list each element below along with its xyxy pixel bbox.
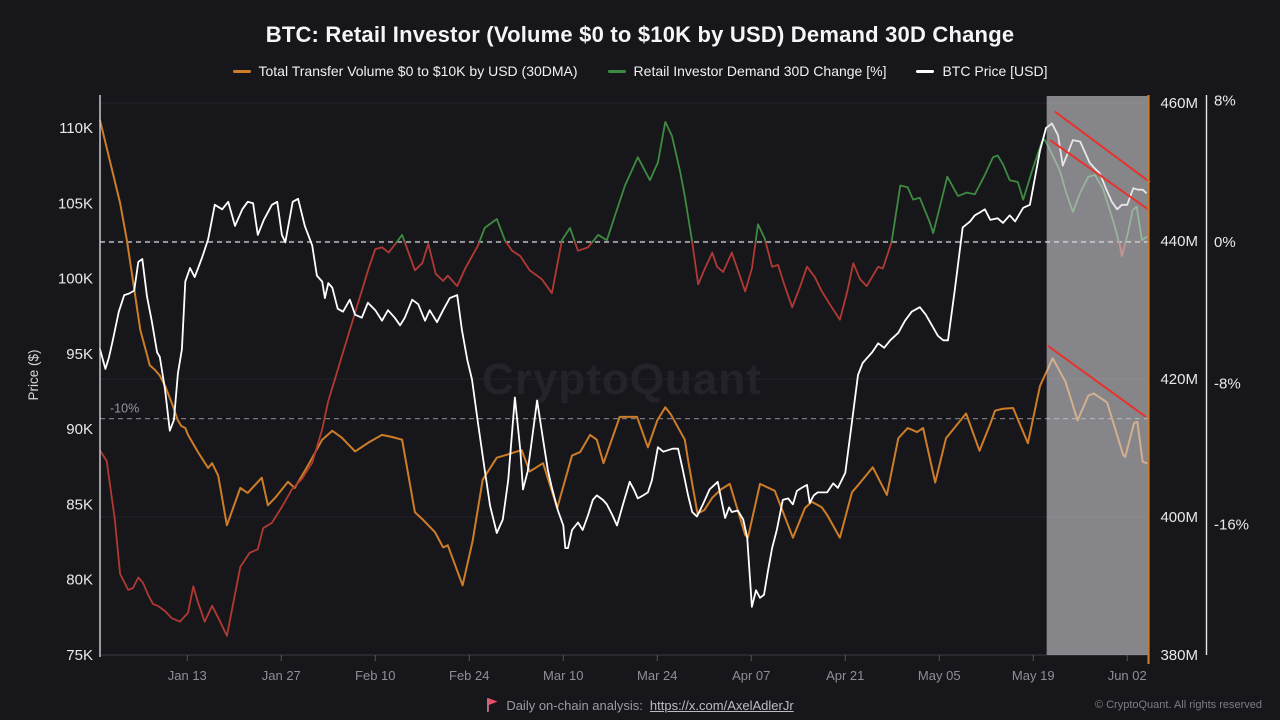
x-tick-label: Feb 10 bbox=[355, 668, 395, 683]
demand-30d-change-line bbox=[478, 218, 508, 243]
price-tick-label: 75K bbox=[66, 647, 93, 664]
percent-tick-label: 0% bbox=[1214, 234, 1236, 251]
copyright-text: © CryptoQuant. All rights reserved bbox=[1094, 699, 1262, 711]
legend-label: Retail Investor Demand 30D Change [%] bbox=[633, 63, 887, 79]
legend-item-volume[interactable]: Total Transfer Volume $0 to $10K by USD … bbox=[232, 63, 578, 79]
price-tick-label: 80K bbox=[66, 572, 93, 589]
price-tick-label: 95K bbox=[66, 346, 93, 363]
x-tick-label: Apr 21 bbox=[826, 668, 864, 683]
price-tick-label: 110K bbox=[59, 120, 93, 137]
legend-item-demand[interactable]: Retail Investor Demand 30D Change [%] bbox=[607, 63, 887, 79]
flag-icon bbox=[487, 698, 498, 712]
legend-label: BTC Price [USD] bbox=[942, 63, 1048, 79]
x-tick-label: May 19 bbox=[1012, 668, 1055, 683]
volume-tick-label: 420M bbox=[1160, 371, 1198, 388]
price-tick-label: 85K bbox=[66, 496, 93, 513]
x-tick-label: Apr 07 bbox=[732, 668, 770, 683]
trend-line bbox=[1054, 110, 1151, 184]
demand-30d-change-line bbox=[754, 223, 767, 243]
reference-line-label: -10% bbox=[110, 402, 139, 416]
footer-note: Daily on-chain analysis: https://x.com/A… bbox=[0, 697, 1280, 713]
x-tick-label: Mar 24 bbox=[637, 668, 677, 683]
highlight-region bbox=[1046, 96, 1148, 655]
legend-item-price[interactable]: BTC Price [USD] bbox=[916, 63, 1047, 79]
x-tick-label: Jan 27 bbox=[262, 668, 301, 683]
volume-tick-label: 380M bbox=[1160, 647, 1198, 664]
watermark: CryptoQuant bbox=[482, 355, 762, 404]
legend-dash-icon bbox=[607, 69, 626, 73]
legend-dash-icon bbox=[232, 69, 251, 73]
x-tick-label: Feb 24 bbox=[449, 668, 489, 683]
x-tick-label: May 05 bbox=[918, 668, 961, 683]
trend-line bbox=[1047, 345, 1147, 418]
demand-30d-change-line bbox=[574, 241, 594, 252]
x-tick-label: Jun 02 bbox=[1108, 668, 1147, 683]
demand-30d-change-line bbox=[764, 241, 893, 321]
demand-30d-change-line bbox=[403, 241, 481, 288]
percent-tick-label: -8% bbox=[1214, 375, 1241, 392]
chart-title: BTC: Retail Investor (Volume $0 to $10K … bbox=[265, 22, 1015, 47]
demand-30d-change-line bbox=[505, 241, 563, 295]
footer-link[interactable]: https://x.com/AxelAdlerJr bbox=[649, 697, 794, 713]
demand-30d-change-line bbox=[99, 241, 398, 637]
x-tick-label: Mar 10 bbox=[543, 668, 583, 683]
btc-price-line bbox=[99, 122, 1147, 608]
volume-tick-label: 440M bbox=[1160, 233, 1198, 250]
demand-30d-change-line bbox=[560, 226, 576, 243]
demand-30d-change-line bbox=[395, 233, 406, 243]
price-tick-label: 90K bbox=[66, 421, 93, 438]
volume-30dma-line bbox=[99, 119, 1148, 587]
volume-tick-label: 460M bbox=[1160, 95, 1198, 112]
legend: Total Transfer Volume $0 to $10K by USD … bbox=[0, 63, 1280, 79]
footer-text: Daily on-chain analysis: bbox=[506, 697, 643, 713]
price-tick-label: 105K bbox=[58, 195, 93, 212]
percent-tick-label: -16% bbox=[1214, 517, 1249, 534]
volume-tick-label: 400M bbox=[1160, 509, 1198, 526]
x-tick-label: Jan 13 bbox=[168, 668, 207, 683]
price-axis-title: Price ($) bbox=[26, 349, 41, 400]
legend-label: Total Transfer Volume $0 to $10K by USD … bbox=[258, 63, 578, 79]
demand-30d-change-line bbox=[591, 121, 694, 243]
price-tick-label: 100K bbox=[58, 271, 93, 288]
demand-30d-change-line bbox=[691, 241, 757, 293]
percent-tick-label: 8% bbox=[1214, 93, 1236, 110]
trend-line bbox=[1049, 139, 1149, 211]
legend-dash-icon bbox=[916, 69, 935, 73]
